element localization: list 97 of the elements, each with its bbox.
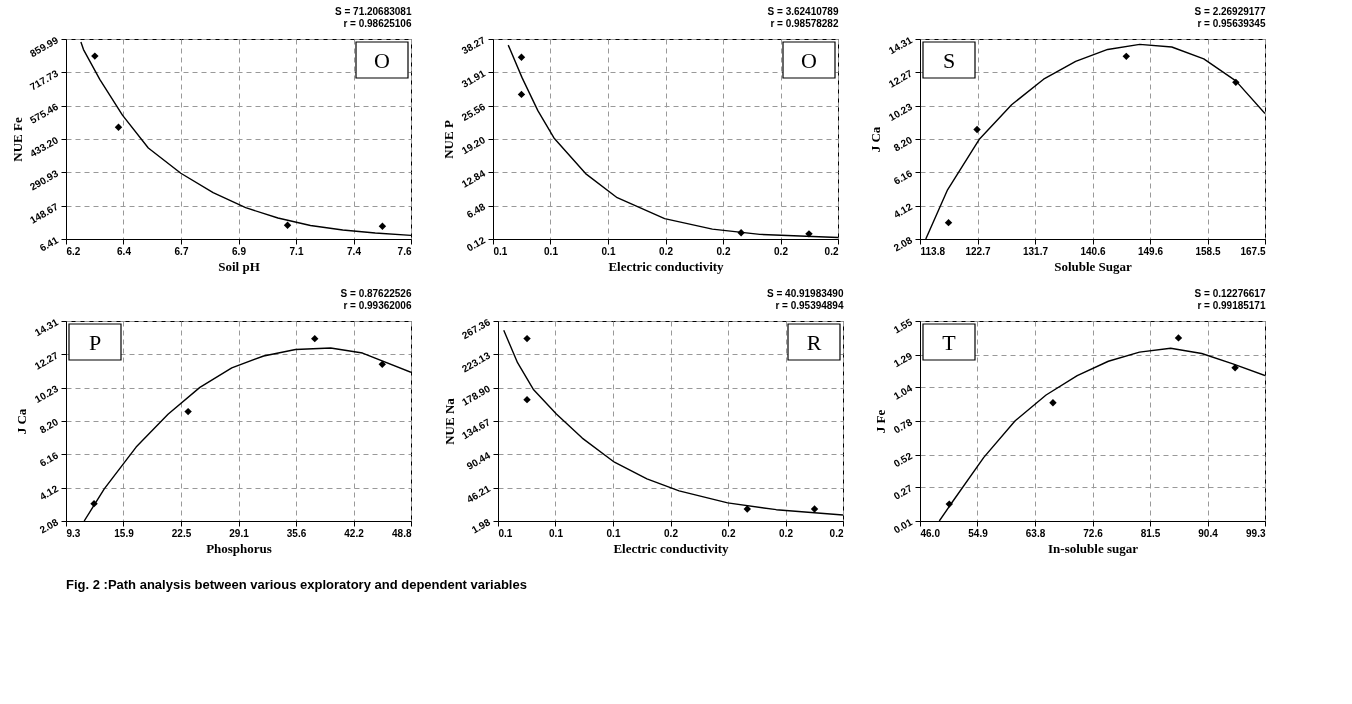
x-tick-label: 6.7 (174, 245, 189, 257)
y-tick-label: 19.20 (459, 134, 488, 157)
x-tick-label: 158.5 (1195, 245, 1221, 257)
y-tick-label: 14.31 (32, 316, 61, 339)
y-tick-label: 0.01 (891, 516, 915, 536)
x-tick-label: 0.1 (493, 245, 508, 257)
text: S = 2.26929177 (1194, 5, 1266, 17)
x-tick-label: 22.5 (171, 527, 192, 539)
x-tick-label: 6.2 (66, 245, 81, 257)
y-tick-label: 8.20 (37, 416, 61, 436)
text: S = 71.20683081 (335, 5, 412, 17)
y-tick-label: 2.08 (37, 516, 61, 536)
y-tick-label: 46.21 (464, 482, 493, 506)
text: S = 3.62410789 (767, 5, 839, 17)
y-tick-label: 0.12 (464, 234, 488, 254)
x-tick-label: 9.3 (66, 527, 81, 539)
y-tick-label: 8.20 (891, 134, 915, 154)
text: r = 0.98625106 (343, 17, 412, 29)
x-axis-title: Soluble Sugar (1054, 258, 1133, 274)
x-tick-label: 42.2 (344, 527, 365, 539)
x-tick-label: 35.6 (286, 527, 307, 539)
y-axis-title: J Fe (873, 409, 889, 434)
x-tick-label: 0.2 (721, 527, 736, 539)
text: r = 0.99362006 (343, 299, 412, 311)
y-tick-label: 6.48 (464, 200, 488, 221)
annotation: O (374, 48, 390, 73)
y-axis-title: J Ca (868, 126, 884, 153)
x-tick-label: 15.9 (114, 527, 135, 539)
y-tick-label: 1.98 (469, 516, 493, 536)
y-axis-title: J Ca (14, 408, 30, 435)
x-tick-label: 90.4 (1198, 527, 1219, 539)
x-tick-label: 0.1 (549, 527, 564, 539)
x-tick-label: 140.6 (1080, 245, 1106, 257)
text: S = 0.87622526 (340, 287, 412, 299)
y-tick-label: 31.91 (459, 67, 488, 90)
y-tick-label: 1.04 (891, 382, 915, 402)
x-tick-label: 0.2 (659, 245, 674, 257)
x-tick-label: 0.2 (774, 245, 789, 257)
x-tick-label: 0.2 (829, 527, 844, 539)
y-tick-label: 2.08 (891, 234, 915, 254)
y-tick-label: 6.41 (37, 234, 61, 254)
text: S = 40.91983490 (767, 287, 844, 299)
y-tick-label: 6.16 (37, 449, 61, 469)
y-tick-label: 4.12 (37, 482, 61, 503)
x-tick-label: 72.6 (1083, 527, 1104, 539)
x-tick-label: 7.1 (289, 245, 304, 257)
x-tick-label: 0.2 (779, 527, 794, 539)
x-tick-label: 0.1 (544, 245, 559, 257)
x-tick-label: 7.6 (397, 245, 412, 257)
x-tick-label: 131.7 (1022, 245, 1049, 257)
y-tick-label: 0.78 (891, 416, 915, 436)
x-tick-label: 46.0 (920, 527, 941, 539)
x-axis-title: In-soluble sugar (1048, 540, 1139, 556)
x-tick-label: 0.2 (824, 245, 839, 257)
x-axis-title: Electric conductivity (613, 540, 730, 556)
y-tick-label: 1.29 (891, 349, 915, 370)
x-tick-label: 0.1 (601, 245, 616, 257)
x-tick-label: 99.3 (1246, 527, 1266, 539)
y-tick-label: 0.27 (891, 482, 915, 502)
x-tick-label: 0.1 (606, 527, 621, 539)
x-tick-label: 48.8 (392, 527, 412, 539)
caption: Fig. 2 :Path analysis between various exploratory and dependent variables (66, 577, 527, 592)
annotation: P (88, 330, 102, 355)
x-tick-label: 54.9 (968, 527, 989, 539)
x-tick-label: 122.7 (965, 245, 991, 257)
text: r = 0.95394894 (775, 299, 844, 311)
y-tick-label: 1.55 (891, 316, 915, 336)
annotation: O (801, 48, 817, 73)
x-tick-label: 167.5 (1240, 245, 1266, 257)
x-axis-title: Phosphorus (206, 540, 272, 556)
x-tick-label: 0.2 (664, 527, 679, 539)
x-tick-label: 6.4 (117, 245, 132, 257)
y-axis-title: NUE Na (441, 397, 457, 445)
text: r = 0.99185171 (1197, 299, 1266, 311)
x-tick-label: 63.8 (1025, 527, 1046, 539)
annotation: R (806, 330, 822, 355)
x-tick-label: 29.1 (229, 527, 250, 539)
x-tick-label: 6.9 (232, 245, 247, 257)
x-axis-title: Soil pH (218, 258, 260, 274)
x-tick-label: 0.2 (716, 245, 731, 257)
x-tick-label: 7.4 (347, 245, 362, 257)
text: S = 0.12276617 (1194, 287, 1266, 299)
text: r = 0.95639345 (1197, 17, 1266, 29)
x-axis-title: Electric conductivity (608, 258, 725, 274)
x-tick-label: 149.6 (1137, 245, 1164, 257)
text: r = 0.98578282 (770, 17, 839, 29)
y-tick-label: 0.52 (891, 449, 915, 470)
x-tick-label: 113.8 (920, 245, 946, 257)
x-tick-label: 0.1 (498, 527, 513, 539)
annotation: T (942, 330, 957, 355)
y-tick-label: 14.31 (886, 34, 915, 57)
y-axis-title: NUE P (441, 120, 457, 159)
y-tick-label: 4.12 (891, 200, 915, 221)
annotation: S (942, 48, 956, 73)
x-tick-label: 81.5 (1140, 527, 1161, 539)
y-axis-title: NUE Fe (9, 117, 25, 162)
y-tick-label: 6.16 (891, 167, 915, 187)
